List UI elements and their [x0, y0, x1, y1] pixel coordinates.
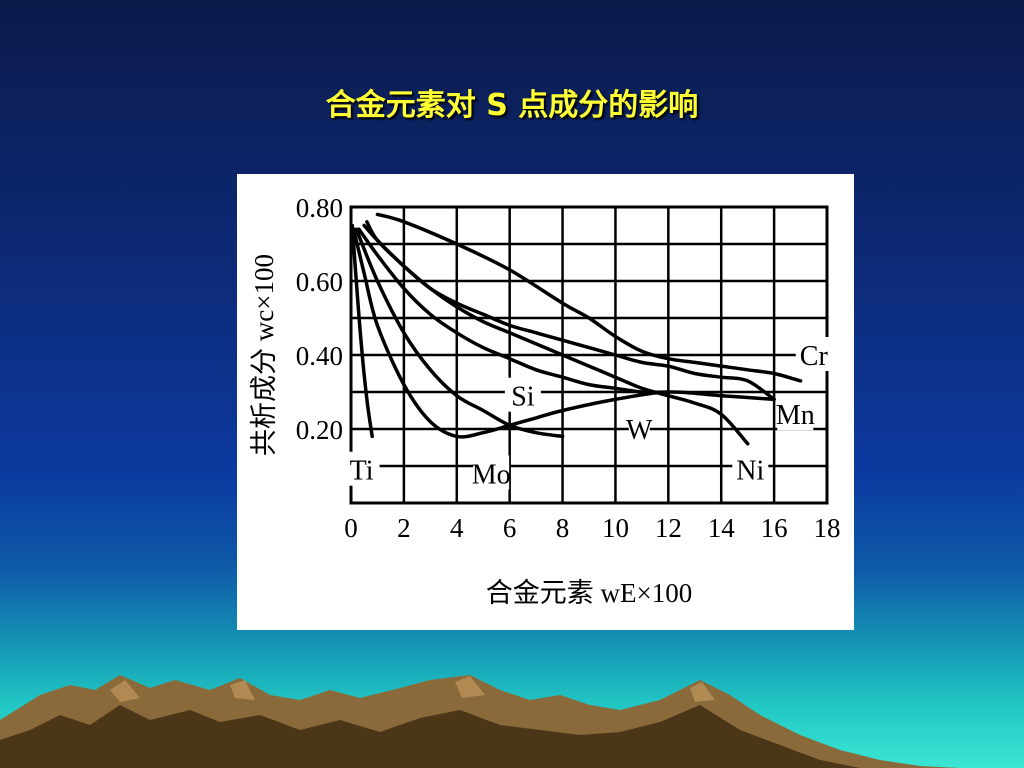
series-line-w — [357, 227, 671, 395]
series-label-bg — [795, 337, 832, 371]
y-axis-label: 共析成分 wc×100 — [249, 254, 279, 456]
x-axis-label: 合金元素 wE×100 — [486, 578, 692, 608]
x-tick-label: 18 — [814, 513, 841, 543]
series-line-cr — [375, 212, 803, 383]
slide-title: 合金元素对 S 点成分的影响 — [325, 88, 699, 123]
x-tick-label: 2 — [397, 513, 411, 543]
x-tick-label: 10 — [602, 513, 629, 543]
series-line-si — [354, 227, 565, 439]
x-tick-label: 12 — [655, 513, 682, 543]
series-line-mn — [365, 220, 776, 402]
x-tick-label: 16 — [761, 513, 788, 543]
series-label-bg — [777, 396, 814, 431]
chart-figure: 0 2 4 6 8 10 12 14 16 18 0.20 0.40 0.60 0.80 合金元素 wE×1… — [237, 174, 854, 630]
series-line-ti — [350, 223, 374, 439]
series-label-mo: Mo — [472, 459, 511, 490]
mountain-range-shadow — [0, 705, 860, 768]
x-tick-label: 14 — [708, 513, 736, 543]
x-tick-label: 8 — [556, 513, 570, 543]
y-tick-label: 0.20 — [296, 415, 343, 445]
y-tick-label: 0.60 — [296, 267, 343, 297]
series-label-ni: Ni — [736, 456, 764, 487]
series-line-mo — [351, 227, 776, 439]
y-tick-label: 0.80 — [296, 193, 343, 223]
y-tick-label: 0.40 — [296, 341, 343, 371]
x-tick-label: 4 — [450, 513, 464, 543]
series-label-ti: Ti — [350, 456, 374, 487]
series-label-bg — [343, 451, 380, 486]
chart-svg: 0 2 4 6 8 10 12 14 16 18 0.20 0.40 0.60 0.80 合金元素 wE×1… — [249, 193, 841, 608]
series-label-bg — [473, 455, 510, 490]
series-label-mn: Mn — [776, 400, 815, 431]
series-label-bg — [732, 451, 769, 486]
series-label-bg — [504, 377, 541, 412]
mountain-decoration — [0, 675, 960, 768]
series-label-w: W — [626, 415, 653, 446]
series-label-si: Si — [511, 382, 535, 413]
x-tick-label: 0 — [344, 513, 358, 543]
series-label-bg — [628, 411, 650, 445]
x-tick-label: 6 — [503, 513, 516, 543]
series-label-cr: Cr — [800, 341, 829, 372]
